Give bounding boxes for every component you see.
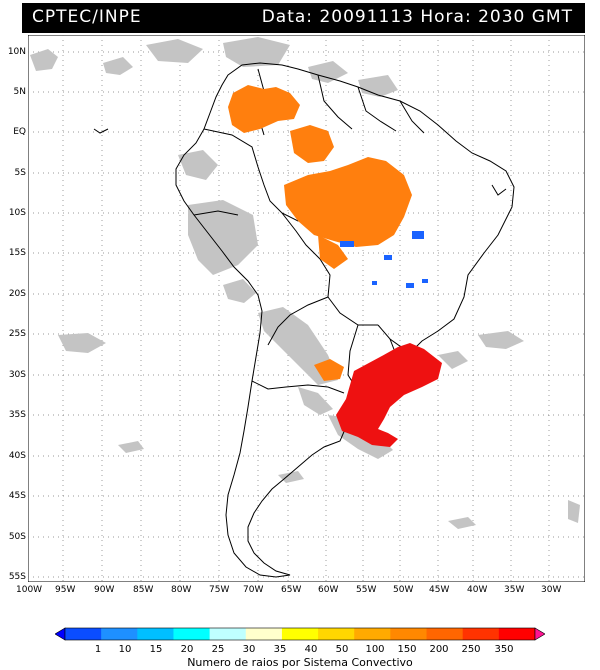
lon-label: 55W bbox=[356, 585, 377, 595]
cloud-cover bbox=[30, 37, 580, 529]
lat-label: 25S bbox=[8, 329, 26, 339]
lon-label: 90W bbox=[94, 585, 115, 595]
colorbar-tick: 250 bbox=[461, 644, 480, 655]
map-border bbox=[28, 35, 585, 582]
colorbar-segment bbox=[137, 628, 174, 640]
colorbar-arrow-right bbox=[534, 627, 545, 641]
colorbar-segment bbox=[281, 628, 319, 640]
lon-label: 100W bbox=[16, 585, 43, 595]
colorbar-segment bbox=[245, 628, 283, 640]
colorbar-segment bbox=[209, 628, 247, 640]
lon-label: 75W bbox=[209, 585, 230, 595]
colorbar-tick: 1 bbox=[95, 644, 101, 655]
colorbar-tick: 25 bbox=[212, 644, 225, 655]
lightning-orange bbox=[228, 85, 412, 269]
lon-label: 95W bbox=[55, 585, 76, 595]
title-bar: CPTEC/INPE Data: 20091113 Hora: 2030 GMT bbox=[22, 3, 585, 33]
agency-label: CPTEC/INPE bbox=[32, 7, 142, 27]
lon-label: 30W bbox=[541, 585, 562, 595]
colorbar-tick: 20 bbox=[181, 644, 194, 655]
colorbar-tick: 15 bbox=[150, 644, 163, 655]
colorbar-segment bbox=[498, 628, 536, 640]
lon-label: 65W bbox=[281, 585, 302, 595]
lat-label: 50S bbox=[8, 532, 26, 542]
lat-label: 55S bbox=[8, 572, 26, 582]
lon-label: 85W bbox=[133, 585, 154, 595]
lon-label: 35W bbox=[504, 585, 525, 595]
lat-label: EQ bbox=[13, 127, 26, 137]
colorbar-segment bbox=[173, 628, 211, 640]
lat-label: 30S bbox=[8, 370, 26, 380]
colorbar: 1 10 15 20 25 30 35 40 50 100 150 200 25… bbox=[55, 627, 545, 669]
colorbar-segments bbox=[64, 627, 536, 641]
lat-label: 35S bbox=[8, 410, 26, 420]
colorbar-arrow-left bbox=[55, 627, 66, 641]
lat-label: 5N bbox=[13, 87, 26, 97]
colorbar-tick: 200 bbox=[429, 644, 448, 655]
lon-label: 45W bbox=[429, 585, 450, 595]
colorbar-tick: 50 bbox=[336, 644, 349, 655]
colorbar-segment bbox=[101, 628, 138, 640]
colorbar-tick: 30 bbox=[243, 644, 256, 655]
lat-label: 10S bbox=[8, 208, 26, 218]
lon-label: 60W bbox=[318, 585, 339, 595]
lightning-blue bbox=[340, 231, 428, 288]
lat-label: 40S bbox=[8, 451, 26, 461]
lon-label: 80W bbox=[171, 585, 192, 595]
lat-label: 5S bbox=[14, 168, 26, 178]
colorbar-tick: 10 bbox=[119, 644, 132, 655]
lat-label: 10N bbox=[7, 47, 26, 57]
lightning-map bbox=[28, 35, 585, 582]
lon-label: 40W bbox=[467, 585, 488, 595]
colorbar-tick: 350 bbox=[494, 644, 513, 655]
datetime-label: Data: 20091113 Hora: 2030 GMT bbox=[261, 7, 573, 27]
colorbar-segment bbox=[318, 628, 355, 640]
colorbar-segment bbox=[65, 628, 102, 640]
colorbar-title: Numero de raios por Sistema Convectivo bbox=[187, 656, 413, 669]
colorbar-segment bbox=[354, 628, 391, 640]
colorbar-tick: 150 bbox=[397, 644, 416, 655]
lat-label: 45S bbox=[8, 491, 26, 501]
lon-label: 50W bbox=[393, 585, 414, 595]
colorbar-tick: 40 bbox=[305, 644, 318, 655]
lat-axis: 10N 5N EQ 5S 10S 15S 20S 25S 30S 35S 40S… bbox=[0, 35, 26, 582]
graticule bbox=[28, 35, 585, 582]
lightning-red bbox=[336, 343, 442, 447]
lat-label: 20S bbox=[8, 289, 26, 299]
colorbar-ticks: 1 10 15 20 25 30 35 40 50 100 150 200 25… bbox=[95, 644, 514, 655]
lightning-orange-south bbox=[314, 359, 344, 381]
colorbar-segment bbox=[462, 628, 500, 640]
lon-label: 70W bbox=[243, 585, 264, 595]
lon-axis: 100W 95W 90W 85W 80W 75W 70W 65W 60W 55W… bbox=[0, 585, 600, 599]
lat-label: 15S bbox=[8, 248, 26, 258]
colorbar-tick: 100 bbox=[365, 644, 384, 655]
colorbar-tick: 35 bbox=[274, 644, 287, 655]
colorbar-segment bbox=[426, 628, 464, 640]
colorbar-segment bbox=[390, 628, 428, 640]
